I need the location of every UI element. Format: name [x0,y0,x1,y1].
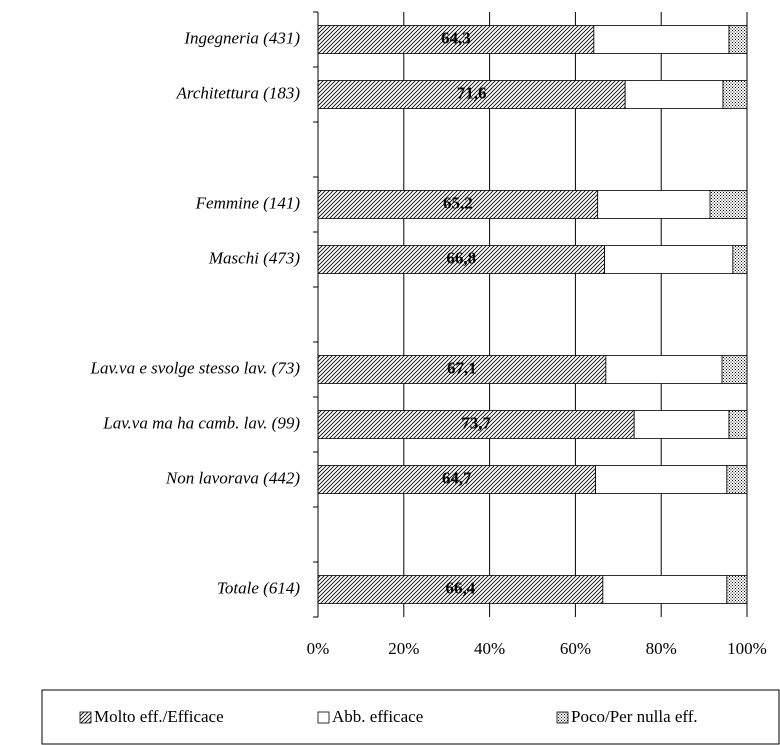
legend-label: Poco/Per nulla eff. [571,707,698,726]
y-tick-label: Lav.va e svolge stesso lav. (73) [90,358,301,377]
y-tick-label: Lav.va ma ha camb. lav. (99) [102,413,300,432]
bar-segment [595,465,728,494]
x-tick-label: 40% [474,639,505,658]
value-label: 65,2 [443,193,473,212]
x-tick-label: 100% [727,639,767,658]
bar-segment [728,25,748,54]
value-label: 66,4 [446,578,476,597]
value-label: 66,8 [446,248,476,267]
y-tick-label: Maschi (473) [208,248,300,267]
bar-segment [726,465,748,494]
x-tick-label: 80% [646,639,677,658]
legend-label: Molto eff./Efficace [94,707,224,726]
bar-segment [317,190,599,219]
bar-segment [597,190,711,219]
bar-segment [317,355,607,384]
bar-segment [605,355,723,384]
value-label: 64,3 [441,28,471,47]
value-label: 67,1 [447,358,477,377]
bar-segment [624,80,724,109]
y-tick-label: Femmine (141) [195,193,301,212]
y-tick-label: Ingegneria (431) [183,28,300,47]
y-tick-label: Non lavorava (442) [165,468,300,487]
bar-segment [721,355,748,384]
x-tick-label: 60% [560,639,591,658]
legend-swatch [556,711,569,724]
bar-segment [317,245,605,274]
bar-segment [732,245,748,274]
value-label: 73,7 [461,413,491,432]
legend-box [41,689,780,745]
bar-segment [593,25,730,54]
x-tick-label: 20% [388,639,419,658]
bar-segment [317,410,635,439]
bar-segment [726,575,748,604]
bar-segment [709,190,748,219]
bar-segment [317,575,604,604]
bar-segment [602,575,728,604]
legend-swatch [317,711,330,724]
y-tick-label: Architettura (183) [175,83,300,102]
bar-segment [728,410,748,439]
legend-label: Abb. efficace [332,707,423,726]
value-label: 71,6 [457,83,487,102]
bar-segment [604,245,734,274]
bar-segment [317,80,626,109]
legend-swatch [79,711,92,724]
value-label: 64,7 [442,468,472,487]
bar-segment [317,465,596,494]
x-tick-label: 0% [307,639,330,658]
bar-segment [722,80,748,109]
y-tick-label: Totale (614) [217,578,300,597]
bar-segment [633,410,730,439]
